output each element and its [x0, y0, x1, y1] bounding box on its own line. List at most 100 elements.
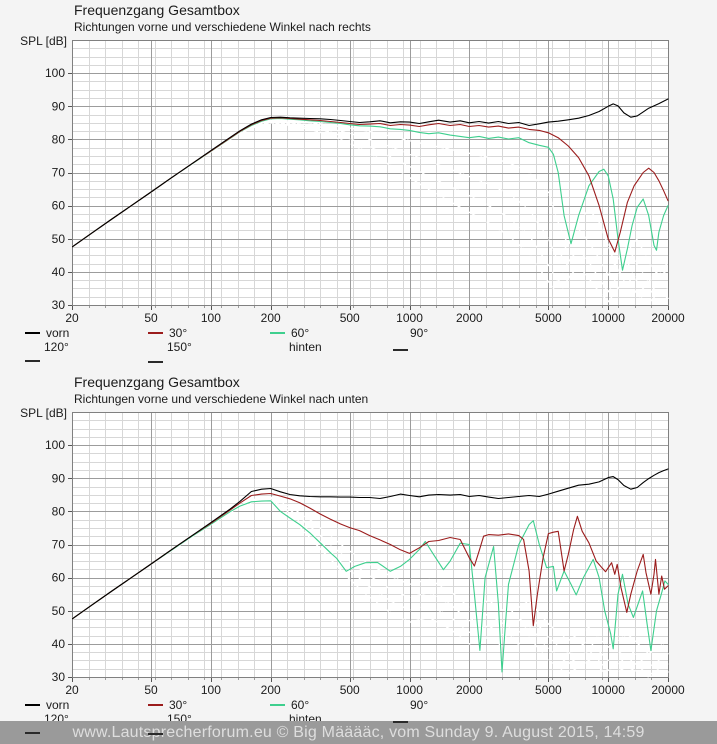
curve-150 — [72, 121, 669, 296]
curve-hinten — [72, 122, 669, 304]
y-tick-label: 90 — [52, 99, 66, 113]
legend-item-90: 90° — [410, 698, 428, 712]
legend-swatch-vorn — [25, 704, 40, 706]
curve-60 — [72, 500, 669, 673]
legend-item-150: 150° — [167, 340, 192, 354]
y-tick-label: 50 — [52, 232, 66, 246]
chart-bottom: 20 50 100 200 500 1000 2000 5000 10000 20000 30 40 5… — [0, 372, 717, 744]
curve-120 — [72, 497, 669, 668]
legend-swatch-30 — [148, 704, 163, 706]
legend-dash — [393, 721, 408, 723]
legend-item-120: 120° — [44, 340, 69, 354]
legend: vorn 30° 60° 90° 120° 150° hinten — [0, 324, 717, 370]
x-tick-label: 1000 — [396, 311, 423, 325]
curve-vorn — [72, 468, 669, 620]
legend-dash — [25, 360, 40, 362]
chart-title: Frequenzgang Gesamtbox — [74, 2, 240, 18]
curve-vorn — [72, 98, 669, 248]
legend-item-30: 30° — [148, 698, 187, 712]
y-tick-label: 40 — [52, 637, 66, 651]
x-tick-label: 100 — [201, 683, 221, 697]
x-tick-label: 10000 — [592, 311, 626, 325]
legend-item-vorn: vorn — [25, 326, 69, 340]
y-tick-label: 50 — [52, 604, 66, 618]
legend-item-hinten: hinten — [289, 340, 322, 354]
x-tick-label: 200 — [261, 311, 281, 325]
legend-label: vorn — [46, 698, 70, 712]
y-axis-label: SPL [dB] — [20, 34, 67, 48]
legend-label: vorn — [46, 326, 70, 340]
x-tick-label: 500 — [340, 683, 360, 697]
x-tick-label: 20 — [65, 683, 79, 697]
legend-swatch-60 — [270, 704, 285, 706]
legend-dash — [148, 733, 163, 735]
y-tick-label: 90 — [52, 471, 66, 485]
legend-label: 60° — [291, 698, 310, 712]
footer-watermark-bar: www.Lautsprecherforum.eu © Big Määääc, v… — [0, 721, 717, 744]
y-tick-label: 70 — [52, 538, 66, 552]
axis-tick-labels: 20 50 100 200 500 1000 2000 5000 10000 20000 30 40 5… — [45, 66, 685, 325]
y-axis-label: SPL [dB] — [20, 406, 67, 420]
footer-watermark-text: www.Lautsprecherforum.eu © Big Määääc, v… — [72, 723, 645, 741]
legend-label: 90° — [410, 326, 429, 340]
axis-tick-labels: 20 50 100 200 500 1000 2000 5000 10000 20000 30 40 5… — [45, 438, 685, 697]
curve-60 — [72, 117, 669, 271]
grid-minor — [72, 40, 668, 308]
legend-swatch-vorn — [25, 332, 40, 334]
y-tick-label: 80 — [52, 132, 66, 146]
chart-top: 20 50 100 200 500 1000 2000 5000 10000 20000 30 40 5… — [0, 2, 717, 370]
x-tick-label: 10000 — [592, 683, 626, 697]
chart-subtitle: Richtungen vorne und verschiedene Winkel… — [74, 20, 371, 34]
legend-label: 120° — [44, 340, 69, 354]
x-tick-label: 500 — [340, 311, 360, 325]
curve-90 — [72, 119, 669, 276]
legend-item-90: 90° — [410, 326, 428, 340]
x-tick-label: 20000 — [651, 683, 685, 697]
curve-hinten — [72, 500, 669, 678]
legend-item-30: 30° — [148, 326, 187, 340]
y-tick-label: 60 — [52, 571, 66, 585]
legend-swatch-30 — [148, 332, 163, 334]
legend-item-vorn: vorn — [25, 698, 69, 712]
legend-label: 30° — [169, 326, 188, 340]
chart-title: Frequenzgang Gesamtbox — [74, 374, 240, 390]
legend-label: hinten — [289, 340, 322, 354]
chart-bottom-canvas: 20 50 100 200 500 1000 2000 5000 10000 20000 30 40 5… — [45, 412, 685, 697]
legend-dash — [393, 349, 408, 351]
legend-label: 90° — [410, 698, 429, 712]
x-tick-label: 50 — [144, 683, 158, 697]
y-tick-label: 60 — [52, 199, 66, 213]
y-tick-label: 40 — [52, 265, 66, 279]
x-tick-label: 5000 — [535, 683, 562, 697]
x-tick-label: 200 — [261, 683, 281, 697]
legend-dash — [148, 361, 163, 363]
chart-top-canvas: 20 50 100 200 500 1000 2000 5000 10000 20000 30 40 5… — [45, 40, 685, 325]
x-tick-label: 50 — [144, 311, 158, 325]
legend-item-60: 60° — [270, 698, 309, 712]
x-tick-label: 2000 — [456, 683, 483, 697]
y-tick-label: 70 — [52, 166, 66, 180]
curves — [72, 468, 669, 678]
y-tick-label: 30 — [52, 298, 66, 312]
x-tick-label: 5000 — [535, 311, 562, 325]
chart-subtitle: Richtungen vorne und verschiedene Winkel… — [74, 392, 369, 406]
x-tick-label: 2000 — [456, 311, 483, 325]
legend-item-60: 60° — [270, 326, 309, 340]
y-tick-label: 30 — [52, 670, 66, 684]
plot-border — [72, 40, 669, 306]
x-tick-label: 20 — [65, 311, 79, 325]
y-tick-label: 80 — [52, 504, 66, 518]
x-tick-label: 20000 — [651, 311, 685, 325]
legend-swatch-60 — [270, 332, 285, 334]
y-tick-label: 100 — [45, 438, 65, 452]
curve-120 — [72, 120, 669, 283]
x-tick-label: 100 — [201, 311, 221, 325]
legend-label: 30° — [169, 698, 188, 712]
curve-30 — [72, 492, 669, 627]
x-tick-label: 1000 — [396, 683, 423, 697]
plot-border — [72, 412, 669, 678]
legend-label: 60° — [291, 326, 310, 340]
legend-label: 150° — [167, 340, 192, 354]
curves — [72, 98, 669, 304]
